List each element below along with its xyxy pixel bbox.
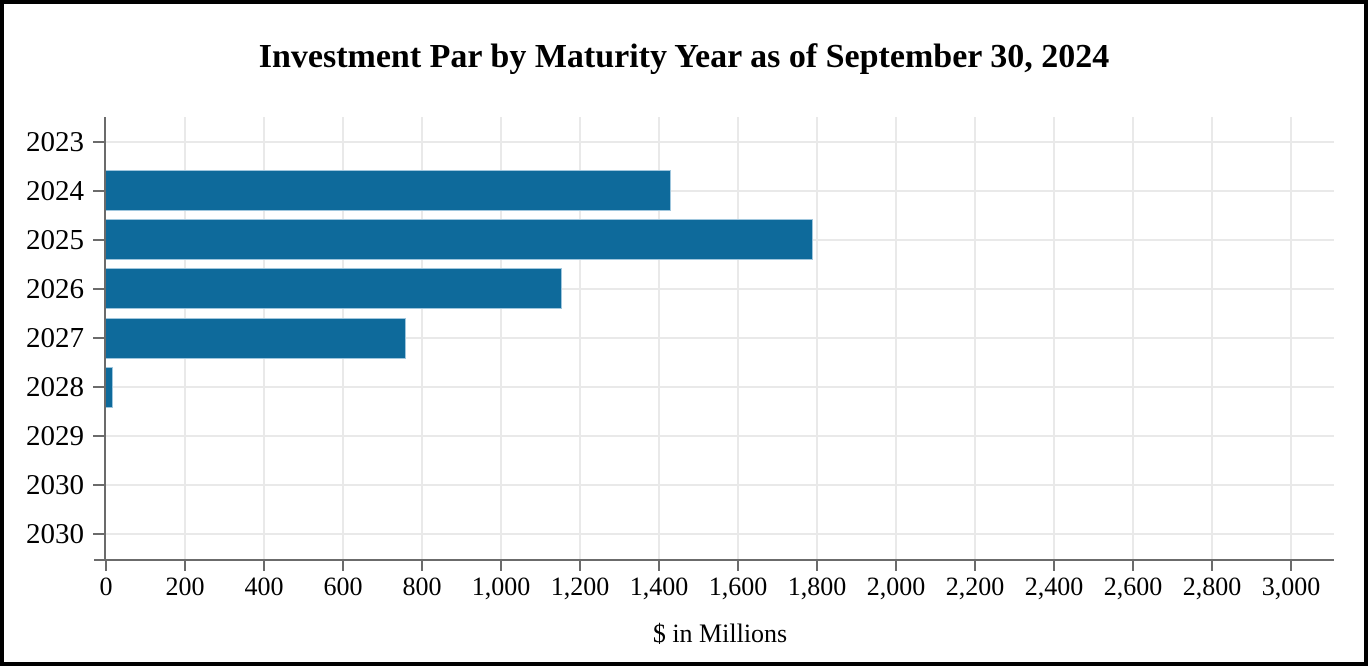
x-axis-tick: [263, 561, 265, 571]
x-tick-label-800: 800: [402, 572, 442, 601]
x-axis-tick: [500, 561, 502, 571]
x-tick-label-1,400: 1,400: [629, 572, 689, 601]
y-axis-tick: [93, 190, 105, 192]
x-axis-tick: [421, 561, 423, 571]
y-axis-tick: [93, 533, 105, 535]
chart-title: Investment Par by Maturity Year as of Se…: [258, 38, 1110, 75]
y-axis-tick: [93, 337, 105, 339]
x-axis-tick: [579, 561, 581, 571]
y-axis-tick: [93, 141, 105, 143]
y-axis-tick: [93, 239, 105, 241]
x-tick-label-1,200: 1,200: [550, 572, 610, 601]
x-tick-label-1,800: 1,800: [787, 572, 847, 601]
x-axis-title: $ in Millions: [652, 619, 788, 648]
bar-2027: [106, 318, 406, 359]
horizontal-gridline: [106, 484, 1334, 486]
bar-2026: [106, 268, 562, 309]
x-tick-label-2,800: 2,800: [1182, 572, 1242, 601]
x-tick-label-400: 400: [244, 572, 284, 601]
y-axis-tick: [93, 435, 105, 437]
x-tick-label-2,400: 2,400: [1024, 572, 1084, 601]
y-tick-label-2028-5: 2028: [26, 371, 84, 403]
plot-area: [106, 117, 1334, 559]
horizontal-gridline: [106, 190, 1334, 192]
x-axis-tick: [1290, 561, 1292, 571]
y-tick-label-2023-0: 2023: [26, 126, 84, 158]
y-tick-label-2024-1: 2024: [26, 175, 84, 207]
y-tick-label-2026-3: 2026: [26, 273, 84, 305]
x-axis-tick: [1132, 561, 1134, 571]
x-axis-tick: [895, 561, 897, 571]
y-tick-label-2025-2: 2025: [26, 224, 84, 256]
x-axis-tick: [1211, 561, 1213, 571]
x-tick-label-2,200: 2,200: [945, 572, 1005, 601]
horizontal-gridline: [106, 288, 1334, 290]
y-axis-tick: [93, 386, 105, 388]
x-axis-tick: [737, 561, 739, 571]
horizontal-gridline: [106, 337, 1334, 339]
x-axis-tick: [816, 561, 818, 571]
x-axis-tick: [658, 561, 660, 571]
x-tick-label-1,600: 1,600: [708, 572, 768, 601]
y-axis-line: [104, 117, 106, 561]
horizontal-gridline: [106, 533, 1334, 535]
bar-2024: [106, 170, 671, 211]
x-axis-tick: [184, 561, 186, 571]
horizontal-gridline: [106, 435, 1334, 437]
x-axis-tick: [105, 561, 107, 571]
y-tick-label-2030-8: 2030: [26, 518, 84, 550]
horizontal-gridline: [106, 141, 1334, 143]
y-tick-label-2027-4: 2027: [26, 322, 84, 354]
y-tick-label-2029-6: 2029: [26, 420, 84, 452]
y-axis-tick: [93, 484, 105, 486]
bar-2025: [106, 219, 813, 260]
x-tick-label-200: 200: [165, 572, 205, 601]
x-axis-tick: [1053, 561, 1055, 571]
x-tick-label-600: 600: [323, 572, 363, 601]
bar-2028: [106, 367, 113, 408]
x-tick-label-2,600: 2,600: [1103, 572, 1163, 601]
x-axis-tick: [342, 561, 344, 571]
y-tick-label-2030-7: 2030: [26, 469, 84, 501]
x-axis-tick: [974, 561, 976, 571]
x-tick-label-1,000: 1,000: [471, 572, 531, 601]
y-axis-tick: [93, 288, 105, 290]
x-tick-label-3,000: 3,000: [1261, 572, 1321, 601]
x-tick-label-2,000: 2,000: [866, 572, 926, 601]
x-axis-line: [94, 559, 1334, 561]
horizontal-gridline: [106, 386, 1334, 388]
x-tick-label-0: 0: [99, 572, 113, 601]
